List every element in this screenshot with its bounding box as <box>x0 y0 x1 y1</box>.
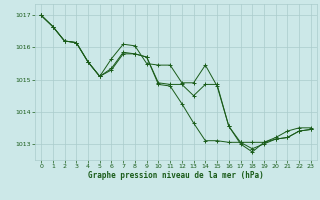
X-axis label: Graphe pression niveau de la mer (hPa): Graphe pression niveau de la mer (hPa) <box>88 171 264 180</box>
